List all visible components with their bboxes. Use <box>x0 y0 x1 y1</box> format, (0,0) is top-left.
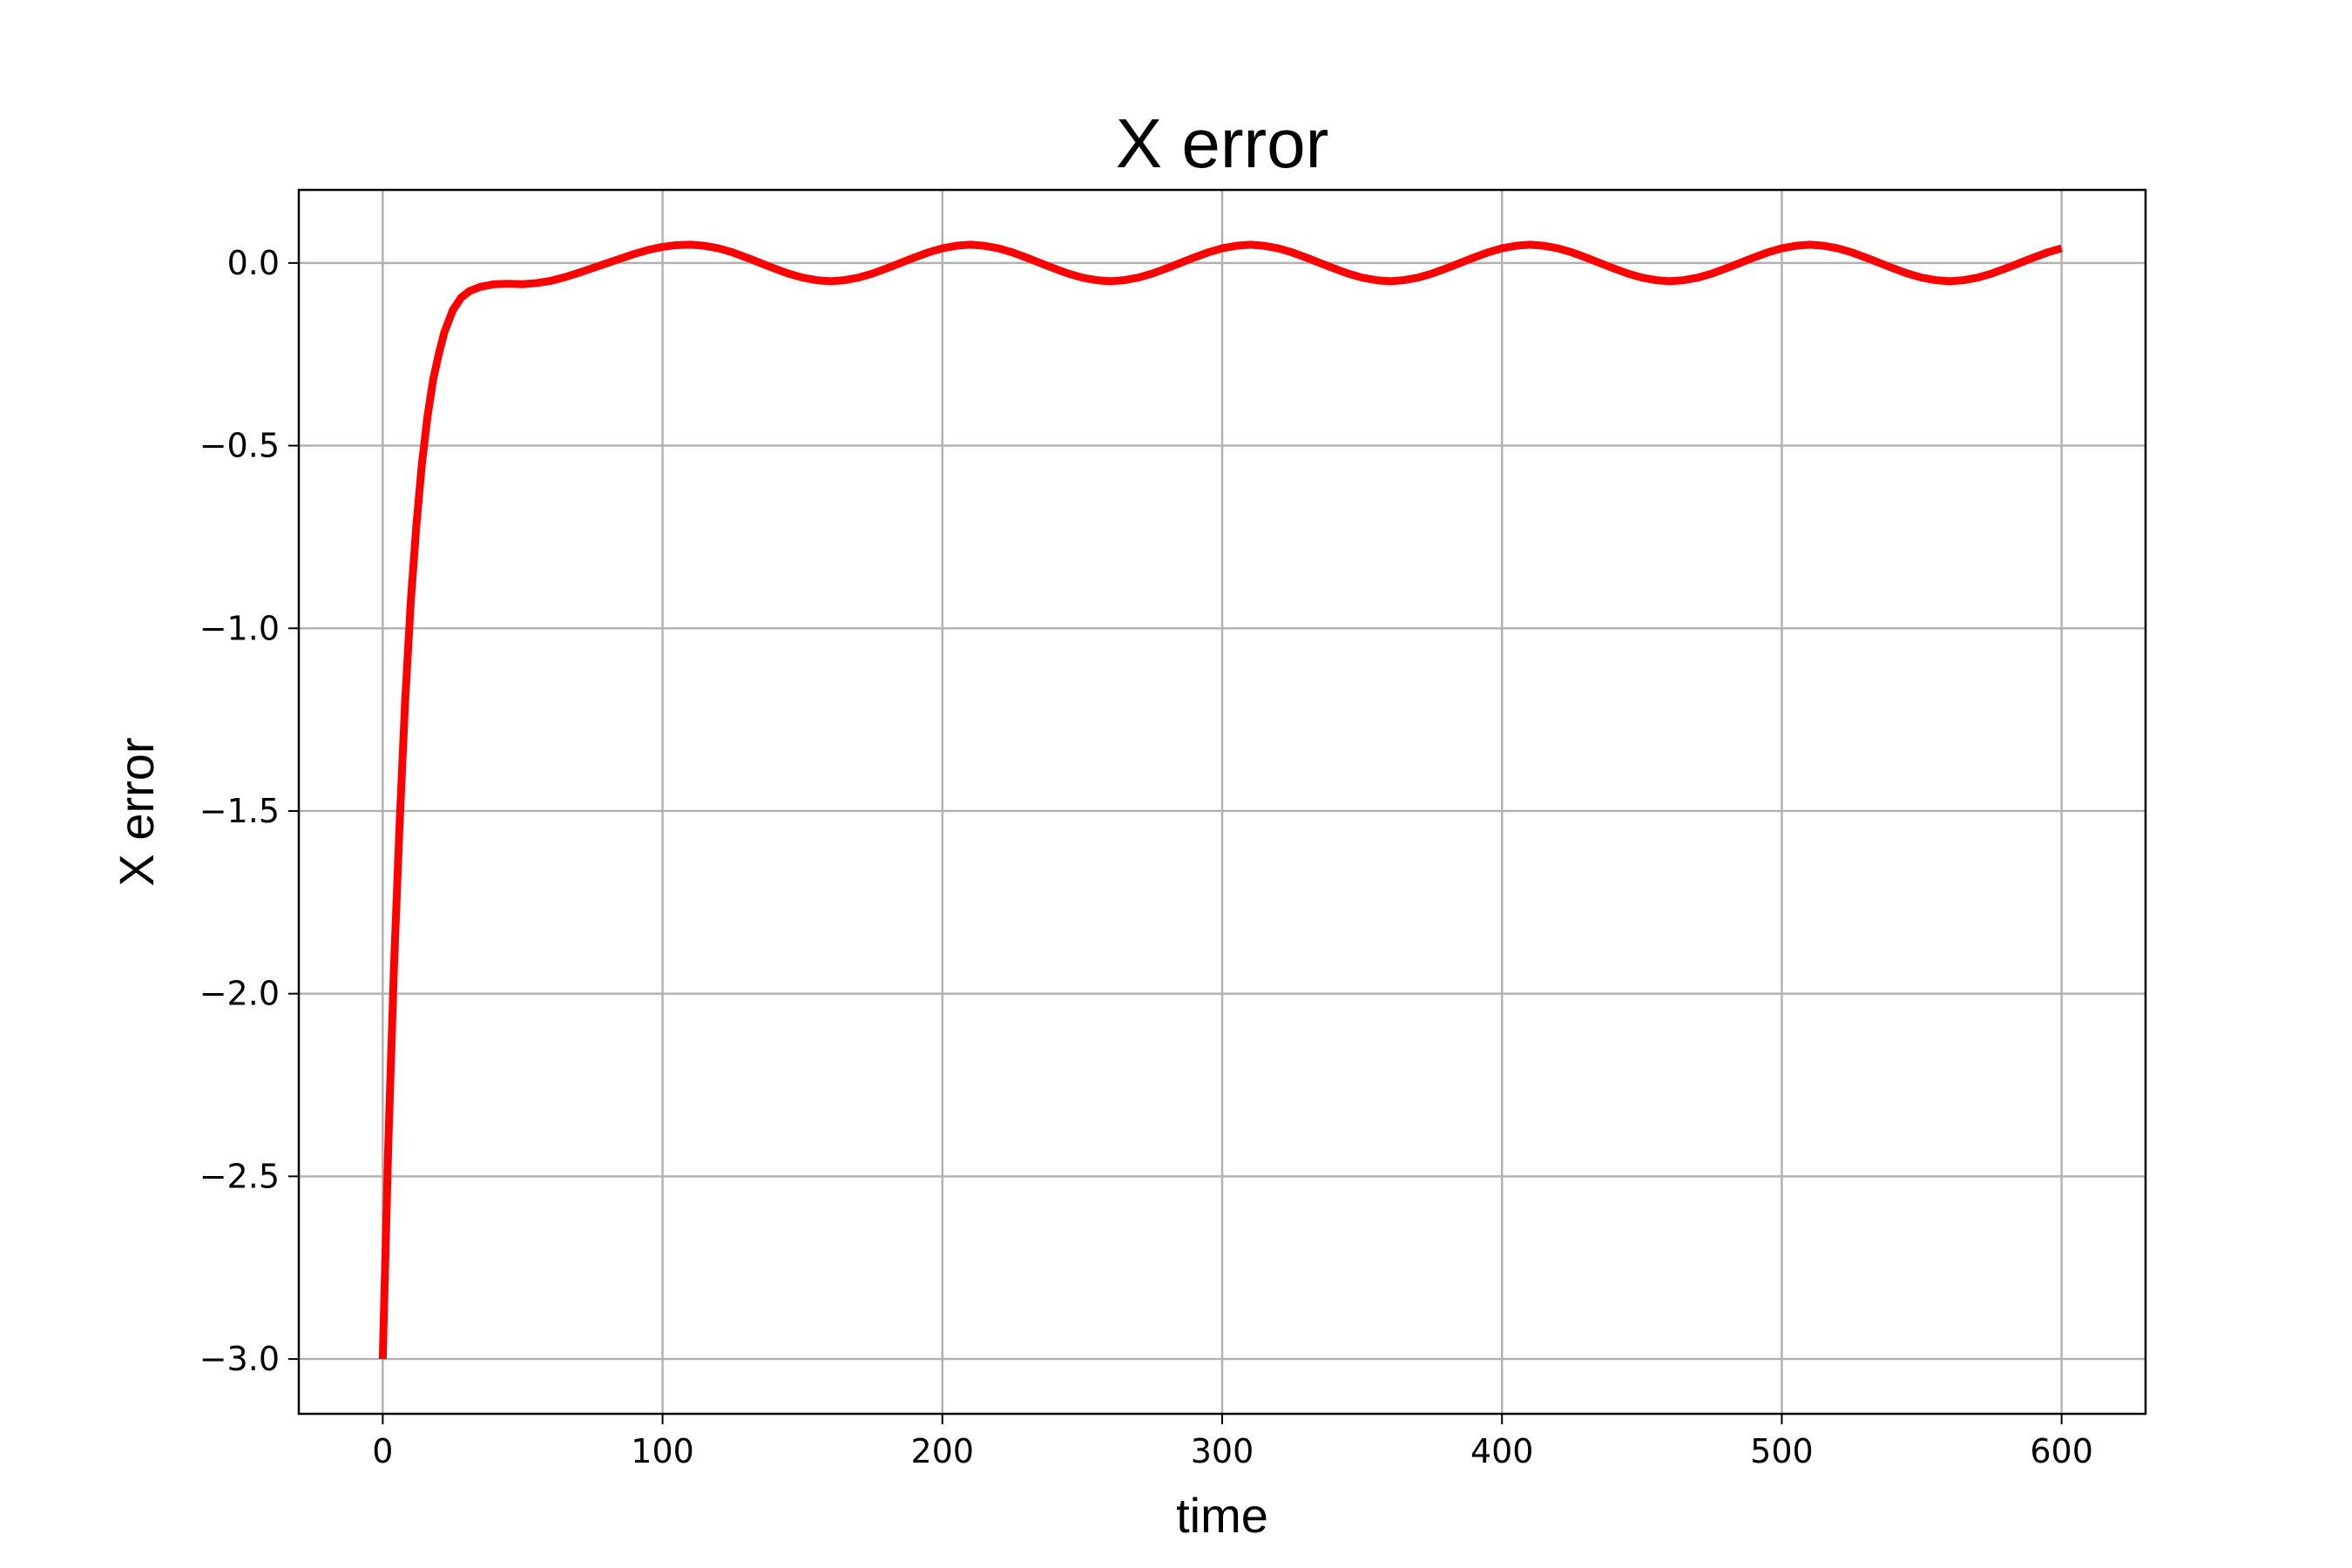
x-tick-label: 600 <box>2030 1432 2093 1470</box>
y-axis-label: X error <box>109 737 164 886</box>
y-tick-label: −2.0 <box>199 975 280 1013</box>
chart-title: X error <box>1116 105 1329 182</box>
y-tick-label: −0.5 <box>199 427 280 465</box>
x-axis-label: time <box>1176 1488 1268 1543</box>
y-tick-label: −3.0 <box>199 1340 280 1378</box>
ticks: 0 100 200 300 400 500 600 0.0 −0.5 −1.0 −1.5 −2.0 −2… <box>199 244 2093 1470</box>
x-tick-label: 300 <box>1191 1432 1254 1470</box>
x-tick-label: 400 <box>1470 1432 1534 1470</box>
x-error-series-line <box>378 240 2063 1360</box>
x-tick-label: 0 <box>372 1432 393 1470</box>
x-tick-label: 500 <box>1750 1432 1814 1470</box>
y-tick-label: −2.5 <box>199 1157 280 1195</box>
x-tick-label: 200 <box>911 1432 975 1470</box>
grid <box>299 190 2146 1414</box>
x-tick-label: 100 <box>631 1432 694 1470</box>
series-layer <box>378 240 2063 1360</box>
y-tick-label: −1.0 <box>199 609 280 647</box>
y-tick-label: −1.5 <box>199 792 280 830</box>
y-tick-label: 0.0 <box>227 244 280 282</box>
